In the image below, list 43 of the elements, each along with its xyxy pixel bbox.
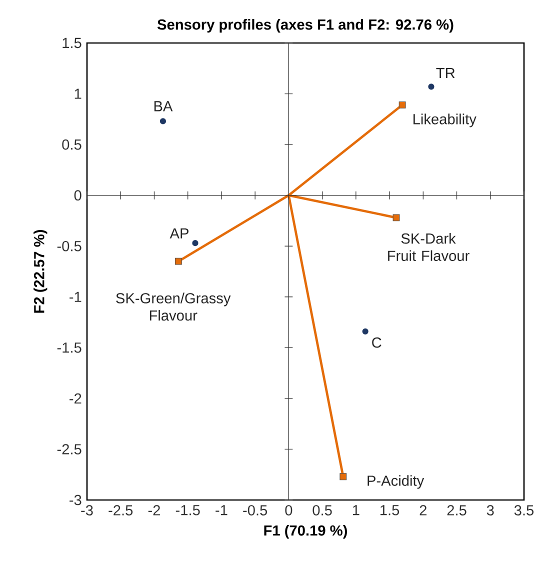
x-tick-label: 3 [486, 505, 494, 516]
y-tick-label: -3 [70, 494, 82, 506]
x-tick-label: -2.5 [108, 505, 133, 516]
annotation: TR [436, 68, 455, 78]
annotation: SK-Dark Fruit Flavour [388, 233, 470, 262]
x-tick-label: -3 [81, 505, 93, 516]
y-tick-label: -2.5 [57, 444, 82, 454]
y-tick-label: -2 [70, 393, 82, 404]
x-tick-label: 1 [352, 505, 360, 516]
point [174, 258, 182, 265]
point [340, 473, 347, 480]
annotation: P-Acidity [368, 475, 424, 489]
annotation: C [372, 337, 382, 348]
annotation: BA [154, 101, 173, 112]
x-axis-title: F1 (70.19 %) [264, 524, 347, 539]
point [398, 102, 406, 108]
point [160, 118, 166, 124]
y-tick-label: -1.5 [57, 342, 82, 353]
x-tick-label: 2.5 [447, 505, 466, 516]
x-tick-label: 0.5 [312, 505, 332, 516]
y-tick-label: 0.5 [62, 139, 82, 150]
point [392, 214, 400, 222]
point [428, 84, 434, 90]
x-tick-label: 1.5 [380, 505, 400, 516]
x-tick-label: -1 [216, 505, 228, 516]
annotation: Likeability [414, 114, 476, 128]
x-tick-label: 3.5 [514, 505, 534, 516]
y-tick-label: 0 [74, 190, 82, 201]
y-tick-label: 1.5 [62, 38, 82, 48]
y-tick-label: 1 [74, 88, 82, 99]
x-tick-label: -2 [148, 505, 160, 516]
chart-title: Sensory profiles (axes F1 and F2: 92.76 %) [157, 18, 454, 33]
point [192, 240, 198, 246]
y-tick-label: -0.5 [57, 240, 82, 252]
x-tick-label: -1.5 [176, 505, 200, 516]
annotation: SK-Green/Grassy Flavour [116, 292, 231, 321]
x-tick-label: -0.5 [243, 505, 268, 516]
x-tick-label: 2 [420, 505, 426, 516]
y-axis-title: F2 (22.57 %) [34, 230, 48, 313]
point [362, 328, 368, 334]
y-tick-label: -1 [70, 292, 82, 302]
x-tick-label: 0 [285, 505, 292, 516]
annotation: AP [170, 228, 188, 238]
